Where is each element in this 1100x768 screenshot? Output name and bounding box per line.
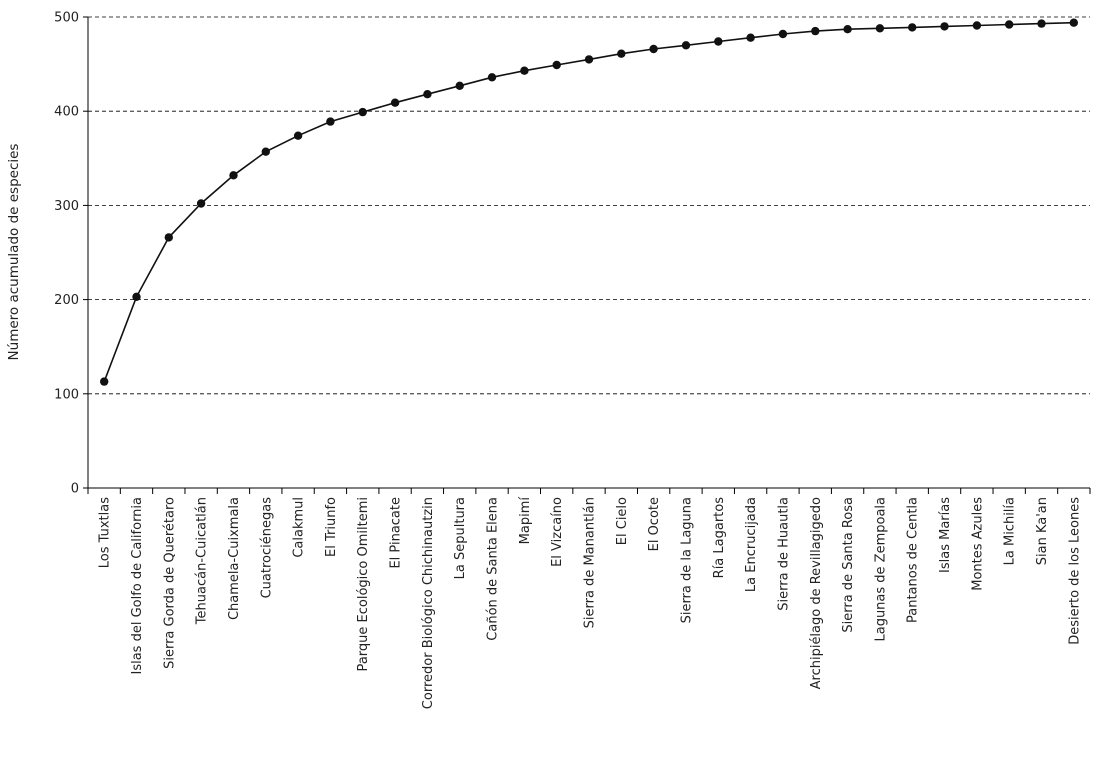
data-point <box>390 98 400 107</box>
x-tick-label: La Sepultura <box>453 497 468 579</box>
data-point <box>746 33 755 42</box>
data-point <box>1069 18 1079 27</box>
x-tick-label: Sierra Gorda de Querétaro <box>162 497 177 669</box>
data-point <box>326 117 335 126</box>
x-tick-label: El Cielo <box>615 497 630 545</box>
x-tick-label: Calakmul <box>292 497 307 558</box>
series-line <box>103 21 1074 382</box>
series <box>100 18 1079 386</box>
data-point <box>617 49 626 58</box>
y-tick-label: 200 <box>54 293 79 308</box>
x-tick-label: Corredor Biológico Chichinautzin <box>421 497 436 709</box>
x-tick-label: Ría Lagartos <box>712 497 727 579</box>
data-point <box>293 131 303 140</box>
data-point <box>1005 20 1014 29</box>
data-point <box>875 24 885 33</box>
data-point <box>358 107 367 117</box>
x-tick-label: Chamela-Cuixmala <box>227 497 242 620</box>
data-point <box>132 292 141 301</box>
data-point <box>1037 19 1046 28</box>
x-tick-label: Sierra de la Laguna <box>680 497 695 623</box>
x-tick-label: Parque Ecológico Omiltemi <box>356 497 371 671</box>
x-tick-label: Archipiélago de Revillagigedo <box>809 497 824 689</box>
data-point <box>455 81 464 91</box>
x-tick-label: La Encrucijada <box>744 497 759 592</box>
data-point <box>423 90 432 99</box>
data-point <box>487 73 497 82</box>
y-tick-label: 100 <box>54 387 79 402</box>
x-tick-label: El Vizcaíno <box>550 497 565 567</box>
data-point <box>811 26 820 36</box>
data-point <box>552 60 561 70</box>
gridlines <box>88 16 1090 395</box>
x-tick-label: Islas Marías <box>938 497 953 573</box>
data-point <box>100 377 109 386</box>
y-axis-title: Número acumulado de especies <box>6 144 22 361</box>
data-point <box>196 199 206 208</box>
y-tick-label: 500 <box>54 11 79 26</box>
data-point <box>261 147 270 156</box>
data-point <box>681 41 691 50</box>
data-point <box>778 29 788 39</box>
x-tick-label: Sierra de Santa Rosa <box>841 497 856 633</box>
y-tick-label: 300 <box>54 199 79 214</box>
data-point <box>714 37 723 46</box>
x-tick-label: El Ocote <box>647 497 662 551</box>
x-tick-label: Sierra de Huautla <box>776 497 791 611</box>
data-point <box>164 233 173 242</box>
x-tick-label: Los Tuxtlas <box>98 497 113 568</box>
data-point <box>972 21 982 30</box>
data-point <box>584 55 594 64</box>
x-tick-label: Mapimí <box>518 497 533 545</box>
x-tick-label: Pantanos de Centla <box>906 497 921 623</box>
x-tick-label: Cañón de Santa Elena <box>486 497 501 641</box>
data-point <box>649 44 658 54</box>
data-point <box>520 66 529 75</box>
x-tick-label: Cuatrociénegas <box>259 497 274 599</box>
axes <box>87 17 1090 489</box>
x-ticks: Los Tuxtlas Islas del Golfo de California… <box>87 488 1091 709</box>
x-tick-label: La Michilía <box>1003 497 1018 565</box>
data-point <box>843 25 852 34</box>
x-tick-label: Tehuacán-Cuicatlán <box>195 497 210 625</box>
x-tick-label: Montes Azules <box>970 497 985 591</box>
data-point <box>908 23 917 32</box>
y-tick-label: 400 <box>54 105 79 120</box>
x-tick-label: Lagunas de Zempoala <box>873 497 888 642</box>
data-point <box>229 171 238 180</box>
x-tick-label: Sian Ka'an <box>1035 497 1050 565</box>
x-tick-label: Desierto de los Leones <box>1067 497 1082 645</box>
x-tick-label: Islas del Golfo de California <box>130 497 145 675</box>
y-tick-label: 0 <box>71 482 79 497</box>
x-tick-label: Sierra de Manantlán <box>583 497 598 628</box>
data-point <box>940 22 949 31</box>
x-tick-label: El Pinacate <box>389 497 404 569</box>
y-ticks: 0 100 200 300 400 500 <box>54 11 88 497</box>
x-tick-label: El Triunfo <box>324 497 339 557</box>
